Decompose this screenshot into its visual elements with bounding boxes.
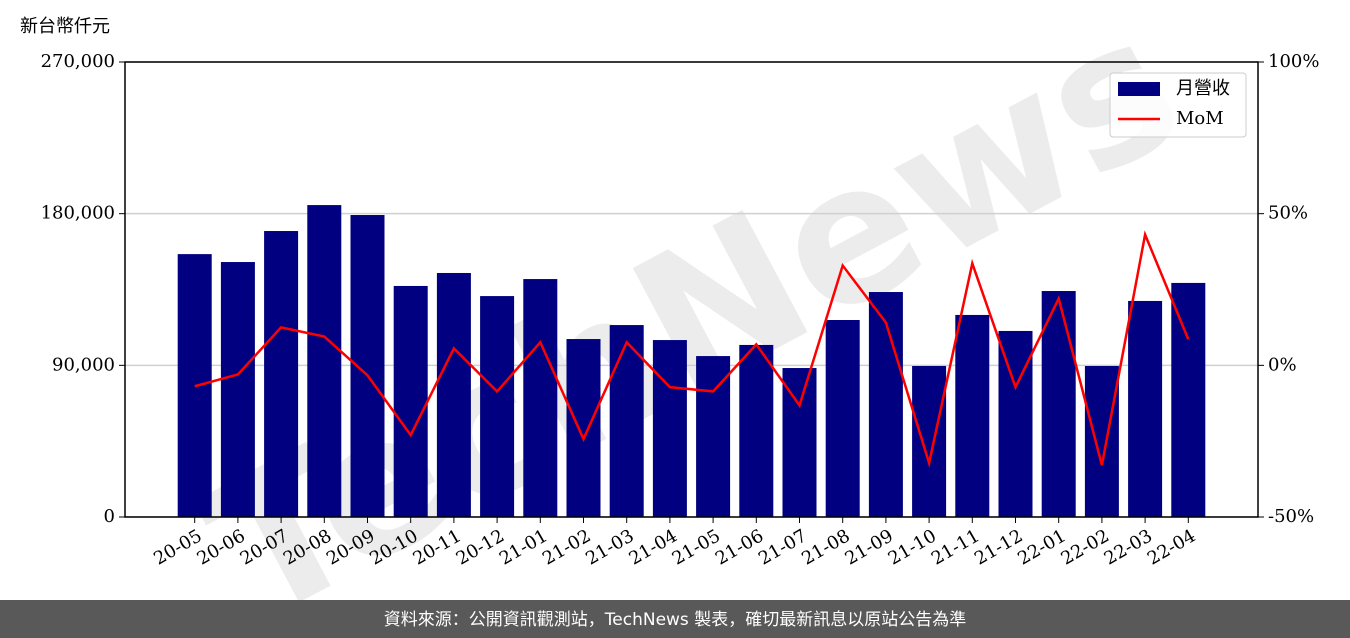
bar (782, 368, 817, 517)
bar (739, 344, 774, 517)
bar (868, 292, 903, 517)
legend-label: MoM (1176, 108, 1224, 129)
legend-label: 月營收 (1176, 78, 1230, 99)
x-tick-label: 21-05 (669, 525, 724, 569)
x-tick-label: 21-08 (798, 525, 853, 569)
bar (264, 231, 299, 517)
x-tick-label: 21-09 (841, 525, 896, 569)
x-tick-label: 21-12 (971, 525, 1026, 569)
bar (609, 325, 644, 517)
x-tick-label: 21-07 (755, 525, 810, 569)
line (194, 230, 1190, 468)
bar (393, 285, 428, 517)
plot-frame (124, 61, 1259, 518)
x-tick-label: 20-05 (150, 525, 205, 569)
bar (480, 296, 515, 517)
bar (1128, 300, 1163, 517)
bar (652, 340, 687, 517)
x-tick-label: 22-03 (1101, 525, 1156, 569)
bar (436, 272, 471, 517)
y-axis-label: 新台幣仟元 (20, 16, 110, 37)
x-tick-label: 21-06 (712, 525, 767, 569)
x-tick-label: 21-02 (539, 525, 594, 569)
y-tick-label: 0 (104, 506, 115, 527)
bar (307, 205, 342, 518)
bar (523, 279, 558, 517)
bar (220, 262, 255, 517)
bar (696, 356, 731, 517)
legend-swatch (1118, 82, 1160, 96)
x-tick-label: 21-11 (928, 525, 983, 569)
x-tick-label: 21-04 (625, 525, 680, 569)
x-tick-label: 22-04 (1144, 525, 1199, 569)
bar (566, 339, 601, 517)
bar (825, 320, 860, 517)
y-tick-label: 180,000 (41, 203, 115, 224)
bar (912, 366, 947, 517)
x-tick-label: 21-03 (582, 525, 637, 569)
footer-bar (0, 600, 1350, 638)
y2-tick-label: 50% (1268, 203, 1308, 224)
bar (998, 330, 1033, 517)
y-tick-label: 270,000 (41, 51, 115, 72)
y2-tick-label: -50% (1268, 506, 1314, 527)
bar (1041, 291, 1076, 517)
footer: 資料來源：公開資訊觀測站，TechNews 製表，確切最新訊息以原站公告為準 (384, 610, 966, 630)
bar (1084, 366, 1119, 517)
y2-tick-label: 0% (1268, 354, 1297, 375)
x-tick-label: 21-10 (885, 525, 940, 569)
x-tick-label: 22-02 (1057, 525, 1112, 569)
bar (1171, 282, 1206, 517)
y-tick-label: 90,000 (52, 354, 115, 375)
y2-tick-label: 100% (1268, 51, 1319, 72)
x-tick-label: 22-01 (1014, 525, 1069, 569)
bar (955, 314, 990, 517)
